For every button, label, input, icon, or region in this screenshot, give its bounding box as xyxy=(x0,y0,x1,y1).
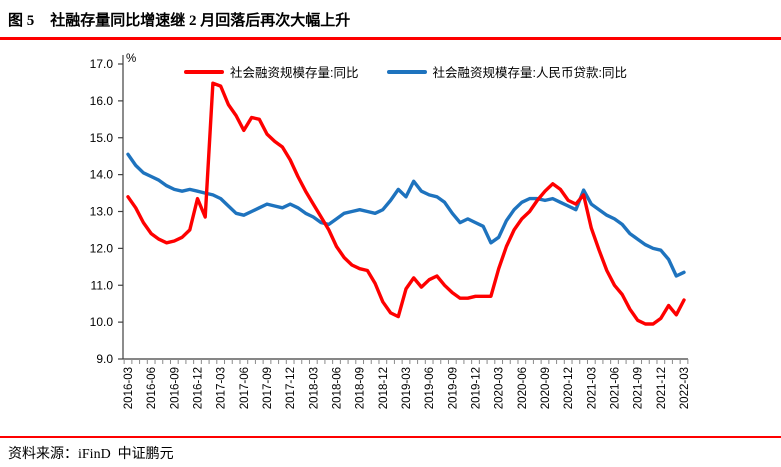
x-axis-tick-label: 2019-12 xyxy=(471,367,483,409)
y-axis-tick-label: 12.0 xyxy=(90,241,114,255)
y-axis-tick-label: 14.0 xyxy=(90,168,114,182)
y-axis-tick-label: 15.0 xyxy=(90,131,114,145)
red-line-swatch xyxy=(184,69,225,74)
x-axis-tick-label: 2019-03 xyxy=(401,367,413,409)
source-text: 资料来源：iFinD 中证鹏元 xyxy=(8,447,174,462)
y-axis-tick-label: 9.0 xyxy=(96,352,113,366)
x-axis-tick-label: 2020-09 xyxy=(540,367,552,409)
y-axis-tick-label: 10.0 xyxy=(90,315,114,329)
page-title: 社融存量同比增速继 2 月回落后再次大幅上升 xyxy=(50,13,351,29)
legend-label-rmb-loans: 社会融资规模存量:人民币贷款:同比 xyxy=(432,66,627,80)
y-axis-tick-label: 13.0 xyxy=(90,205,114,219)
series-line-tsf-total xyxy=(126,81,686,326)
legend-label-tsf-total: 社会融资规模存量:同比 xyxy=(230,66,359,80)
x-axis-tick-label: 2020-12 xyxy=(563,367,575,409)
x-axis-tick-label: 2020-06 xyxy=(517,367,529,409)
x-axis-tick-label: 2017-03 xyxy=(216,367,228,409)
x-axis-tick-label: 2018-12 xyxy=(378,367,390,409)
x-axis-tick-label: 2017-09 xyxy=(262,367,274,409)
figure-label: 图 5 xyxy=(8,13,35,29)
x-axis-tick-label: 2021-12 xyxy=(656,367,668,409)
x-axis-tick-label: 2021-09 xyxy=(633,367,645,409)
y-axis-tick-label: 16.0 xyxy=(90,94,114,108)
figure-title-row: 图 5 社融存量同比增速继 2 月回落后再次大幅上升 xyxy=(8,9,350,30)
y-axis-unit-label: % xyxy=(126,53,136,65)
legend-item-rmb-loans: 社会融资规模存量:人民币贷款:同比 xyxy=(386,62,627,81)
x-axis-tick-label: 2018-09 xyxy=(355,367,367,409)
y-axis-tick-label: 17.0 xyxy=(90,57,114,71)
x-axis-tick-label: 2016-12 xyxy=(193,367,205,409)
blue-line-swatch xyxy=(386,69,427,74)
x-axis-tick-label: 2018-03 xyxy=(308,367,320,409)
chart-legend: 社会融资规模存量:同比 社会融资规模存量:人民币贷款:同比 xyxy=(30,62,781,81)
x-axis-tick-label: 2018-06 xyxy=(332,367,344,409)
x-axis-tick-label: 2019-09 xyxy=(447,367,459,409)
bottom-divider xyxy=(0,436,781,438)
series-line-rmb-loans xyxy=(126,152,686,278)
x-axis-tick-label: 2020-03 xyxy=(494,367,506,409)
x-axis-tick-label: 2017-12 xyxy=(285,367,297,409)
y-axis-tick-label: 11.0 xyxy=(91,278,114,292)
x-axis-tick-label: 2016-03 xyxy=(123,367,135,409)
x-axis-tick-label: 2017-06 xyxy=(239,367,251,409)
x-axis-tick-label: 2016-09 xyxy=(169,367,181,409)
x-axis-tick-label: 2022-03 xyxy=(679,367,691,409)
x-axis-tick-label: 2019-06 xyxy=(424,367,436,409)
legend-item-tsf-total: 社会融资规模存量:同比 xyxy=(184,62,359,81)
x-axis-tick-label: 2021-06 xyxy=(610,367,622,409)
x-axis-tick-label: 2016-06 xyxy=(146,367,158,409)
x-axis-tick-label: 2021-03 xyxy=(586,367,598,409)
top-divider xyxy=(0,37,781,40)
